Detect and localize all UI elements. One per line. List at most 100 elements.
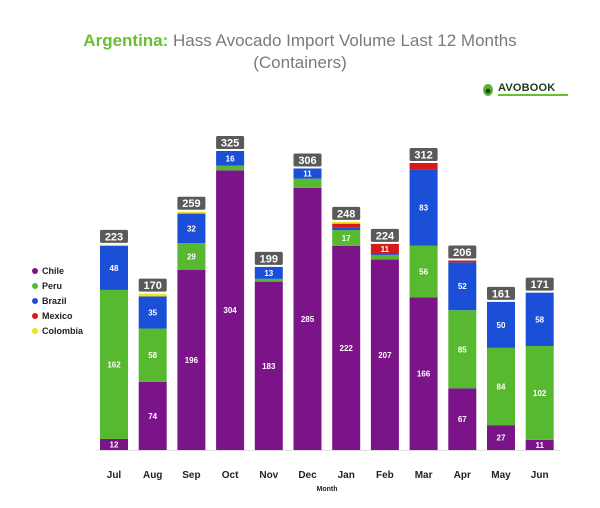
total-label-box-jan bbox=[332, 206, 361, 220]
legend-swatch-mexico bbox=[32, 312, 38, 319]
total-label-box-jul bbox=[100, 229, 128, 243]
data-label-brazil-oct: 16 bbox=[226, 154, 235, 163]
data-label-chile-nov: 183 bbox=[262, 362, 276, 371]
bar-segment-colombia-jul bbox=[100, 244, 128, 246]
total-label-dec: 306 bbox=[298, 155, 316, 167]
x-tick-label-may: May bbox=[491, 470, 511, 481]
total-label-mar: 312 bbox=[414, 149, 432, 161]
x-tick-label-jan: Jan bbox=[338, 470, 355, 481]
x-axis-title: Month bbox=[317, 486, 338, 493]
bar-segment-chile-jun bbox=[525, 439, 554, 450]
legend-swatch-chile bbox=[32, 267, 38, 274]
bar-segment-brazil-jun bbox=[525, 292, 554, 347]
avobook-logo: AVOBOOK bbox=[480, 80, 570, 100]
data-label-chile-feb: 207 bbox=[378, 351, 392, 360]
bar-segment-colombia-sep bbox=[177, 211, 206, 214]
data-label-peru-sep: 29 bbox=[187, 252, 196, 261]
bar-segment-chile-dec bbox=[293, 187, 322, 451]
total-label-apr: 206 bbox=[453, 247, 471, 259]
bar-segment-chile-may bbox=[487, 425, 515, 450]
legend-label-mexico: Mexico bbox=[42, 310, 73, 321]
bar-segment-peru-sep bbox=[177, 243, 206, 270]
total-label-box-may bbox=[487, 286, 515, 300]
legend-label-colombia: Colombia bbox=[42, 325, 84, 336]
bar-segment-mexico-jan bbox=[332, 223, 361, 228]
x-tick-label-mar: Mar bbox=[415, 470, 433, 481]
bar-segment-brazil-mar bbox=[409, 169, 438, 246]
bar-segment-colombia-aug bbox=[138, 293, 167, 297]
data-label-brazil-jun: 58 bbox=[535, 315, 544, 324]
total-label-box-nov bbox=[254, 251, 283, 265]
total-label-jun: 171 bbox=[531, 279, 549, 291]
data-label-chile-jan: 222 bbox=[340, 344, 354, 353]
chart-legend: Chile Peru Brazil Mexico Colombia bbox=[32, 263, 83, 338]
logo-text: AVOBOOK bbox=[498, 82, 556, 94]
total-label-jan: 248 bbox=[337, 208, 355, 220]
bar-segment-chile-mar bbox=[409, 297, 438, 450]
bar-segment-brazil-oct bbox=[216, 151, 245, 166]
bar-segment-peru-oct bbox=[216, 165, 245, 171]
total-label-box-sep bbox=[177, 196, 206, 210]
legend-swatch-brazil bbox=[32, 297, 38, 304]
total-label-box-mar bbox=[409, 147, 438, 161]
bar-segment-peru-may bbox=[487, 347, 515, 426]
total-label-box-feb bbox=[370, 228, 399, 242]
legend-label-peru: Peru bbox=[42, 280, 63, 291]
bar-segment-peru-nov bbox=[254, 278, 283, 282]
bar-segment-chile-feb bbox=[370, 259, 399, 450]
bar-segment-peru-jan bbox=[332, 230, 361, 246]
legend-swatch-peru bbox=[32, 282, 38, 289]
data-label-chile-mar: 166 bbox=[417, 370, 431, 379]
bar-segment-mexico-mar bbox=[409, 162, 438, 170]
legend-label-brazil: Brazil bbox=[42, 295, 67, 306]
total-label-aug: 170 bbox=[144, 280, 162, 292]
bar-segment-brazil-jan bbox=[332, 227, 361, 231]
data-label-brazil-nov: 13 bbox=[264, 269, 273, 278]
legend-item-chile: Chile bbox=[32, 263, 83, 278]
data-label-peru-aug: 58 bbox=[148, 351, 157, 360]
bar-segment-peru-feb bbox=[370, 254, 399, 260]
bar-segment-peru-dec bbox=[293, 178, 322, 188]
bar-segment-brazil-jul bbox=[100, 245, 128, 290]
total-label-box-aug bbox=[138, 278, 167, 292]
bar-segment-peru-jun bbox=[525, 346, 554, 440]
data-label-chile-oct: 304 bbox=[223, 306, 237, 315]
data-label-peru-apr: 85 bbox=[458, 345, 467, 354]
legend-item-peru: Peru bbox=[32, 278, 83, 293]
data-label-chile-jul: 12 bbox=[110, 440, 119, 449]
avocado-icon bbox=[483, 84, 493, 96]
bar-segment-brazil-nov bbox=[254, 266, 283, 279]
total-label-box-oct bbox=[216, 136, 245, 149]
bar-segment-peru-aug bbox=[138, 328, 167, 382]
bar-segment-chile-jan bbox=[332, 245, 361, 450]
bar-segment-brazil-sep bbox=[177, 213, 206, 243]
data-label-brazil-apr: 52 bbox=[458, 282, 467, 291]
bar-segment-chile-apr bbox=[448, 388, 477, 450]
data-label-brazil-may: 50 bbox=[497, 321, 506, 330]
bar-segment-brazil-dec bbox=[293, 168, 322, 179]
legend-swatch-colombia bbox=[32, 327, 38, 334]
bar-segment-brazil-aug bbox=[138, 296, 167, 329]
bar-segment-mexico-feb bbox=[370, 243, 399, 255]
data-label-peru-may: 84 bbox=[497, 383, 506, 392]
total-label-box-dec bbox=[293, 153, 322, 167]
total-label-oct: 325 bbox=[221, 138, 239, 150]
x-tick-label-apr: Apr bbox=[454, 470, 471, 481]
legend-item-mexico: Mexico bbox=[32, 308, 83, 323]
data-label-peru-mar: 56 bbox=[419, 268, 428, 277]
data-label-chile-may: 27 bbox=[497, 434, 506, 443]
bar-segment-brazil-feb bbox=[370, 254, 399, 255]
x-tick-label-sep: Sep bbox=[182, 470, 200, 481]
total-label-jul: 223 bbox=[105, 231, 123, 243]
title-country: Argentina: bbox=[83, 31, 169, 50]
legend-label-chile: Chile bbox=[42, 265, 65, 276]
bar-segment-peru-apr bbox=[448, 310, 477, 389]
x-tick-label-oct: Oct bbox=[222, 470, 239, 481]
x-tick-label-aug: Aug bbox=[143, 470, 162, 481]
logo-tagline-bar bbox=[498, 94, 568, 96]
bar-segment-colombia-jan bbox=[332, 221, 361, 224]
data-label-peru-jan: 17 bbox=[342, 234, 351, 243]
bar-segment-chile-aug bbox=[138, 381, 167, 450]
x-tick-label-nov: Nov bbox=[259, 470, 278, 481]
